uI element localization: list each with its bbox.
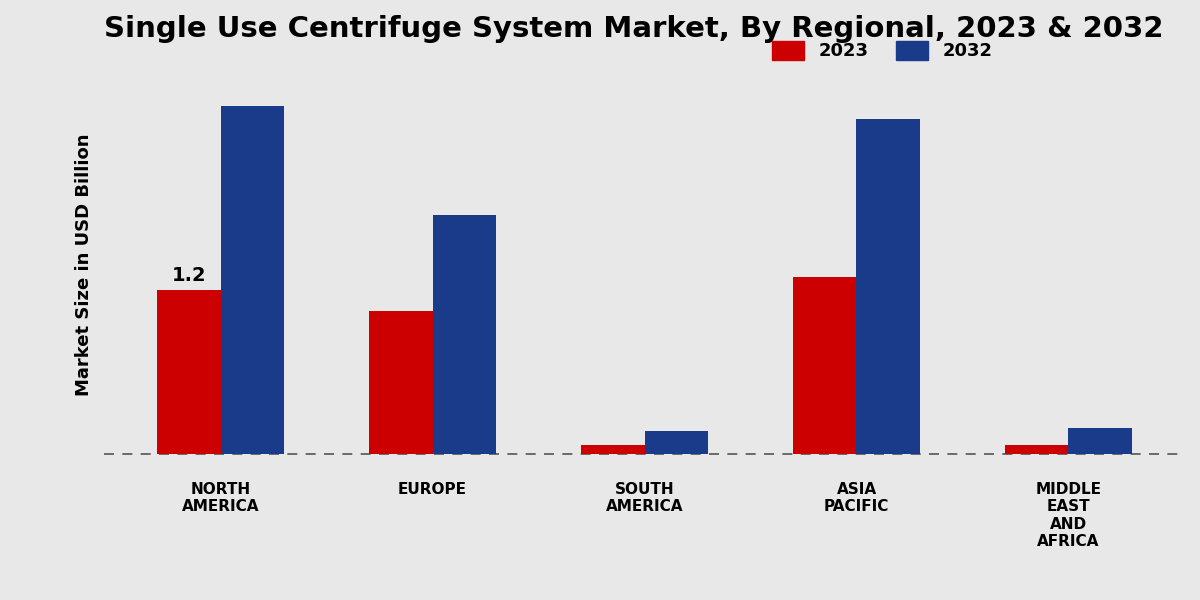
Bar — [433, 215, 496, 454]
Bar — [581, 445, 644, 454]
Legend: 2023, 2032: 2023, 2032 — [764, 34, 1000, 68]
Text: 1.2: 1.2 — [172, 266, 206, 285]
Bar — [644, 431, 708, 454]
Y-axis label: Market Size in USD Billion: Market Size in USD Billion — [74, 133, 94, 395]
Bar — [221, 106, 284, 454]
Bar — [857, 119, 920, 454]
Bar — [793, 277, 857, 454]
Text: Single Use Centrifuge System Market, By Regional, 2023 & 2032: Single Use Centrifuge System Market, By … — [104, 15, 1164, 43]
Bar — [370, 311, 433, 454]
Bar — [157, 290, 221, 454]
Bar — [1068, 428, 1132, 454]
Bar — [1004, 445, 1068, 454]
